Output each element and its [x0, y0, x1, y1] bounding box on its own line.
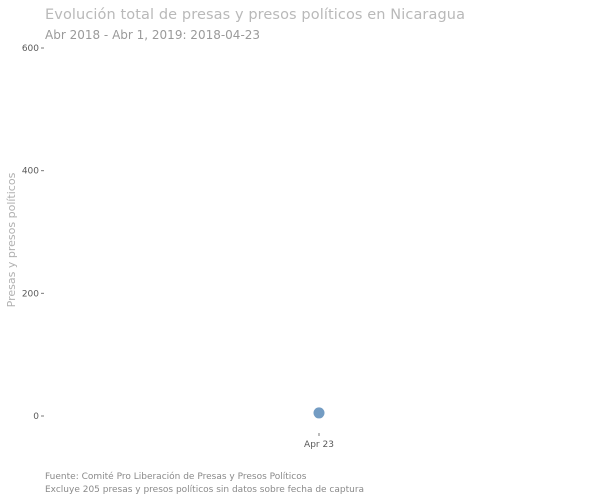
- chart-subtitle: Abr 2018 - Abr 1, 2019: 2018-04-23: [45, 28, 261, 42]
- y-tick-label: 200: [22, 289, 39, 299]
- y-tick-label: 0: [33, 412, 39, 422]
- chart-title: Evolución total de presas y presos polít…: [45, 7, 466, 23]
- excluded-note: Excluye 205 presas y presos políticos si…: [45, 485, 365, 495]
- y-tick-label: 600: [22, 44, 39, 54]
- y-tick-label: 400: [22, 167, 39, 177]
- data-point: [313, 407, 325, 419]
- x-axis: Apr 23: [304, 433, 334, 450]
- source-note: Fuente: Comité Pro Liberación de Presas …: [45, 472, 307, 482]
- y-axis-label: Presas y presos políticos: [5, 172, 18, 307]
- data-points: [313, 407, 325, 419]
- x-tick-label: Apr 23: [304, 440, 334, 450]
- y-axis: 0 200 400 600: [22, 44, 44, 422]
